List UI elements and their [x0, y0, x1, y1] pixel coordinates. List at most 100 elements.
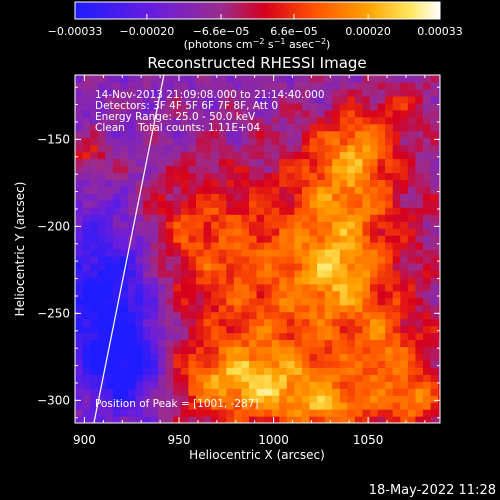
heatmap-cell [430, 269, 439, 278]
heatmap-cell [233, 242, 243, 250]
heatmap-cell [112, 374, 121, 382]
heatmap-cell [294, 123, 303, 132]
heatmap-cell [158, 75, 167, 83]
heatmap-cell [324, 81, 333, 90]
heatmap-cell [339, 381, 348, 389]
heatmap-cell [82, 102, 91, 111]
heatmap-cell [150, 346, 159, 354]
heatmap-cell [180, 346, 190, 354]
heatmap-cell [422, 95, 432, 104]
heatmap-cell [120, 297, 129, 306]
heatmap-cell [90, 151, 99, 160]
heatmap-cell [173, 102, 182, 111]
heatmap-cell [180, 283, 190, 292]
heatmap-cell [256, 228, 265, 236]
heatmap-cell [165, 388, 174, 396]
heatmap-cell [256, 109, 265, 118]
heatmap-cell [188, 276, 197, 285]
heatmap-cell [135, 242, 144, 250]
heatmap-cell [286, 144, 295, 153]
heatmap-cell [97, 179, 106, 187]
heatmap-cell [286, 353, 295, 361]
heatmap-cell [422, 283, 432, 292]
heatmap-cell [422, 381, 432, 389]
heatmap-cell [385, 297, 394, 306]
heatmap-cell [422, 332, 432, 341]
heatmap-cell [158, 214, 167, 222]
heatmap-cell [286, 297, 295, 306]
heatmap-cell [196, 179, 205, 187]
heatmap-cell [105, 200, 114, 208]
heatmap-cell [75, 144, 84, 153]
heatmap-cell [279, 242, 288, 250]
heatmap-cell [370, 242, 379, 250]
heatmap-cell [301, 214, 311, 222]
heatmap-cell [158, 395, 167, 403]
heatmap-cell [120, 388, 129, 396]
heatmap-cell [226, 214, 235, 222]
heatmap-cell [211, 395, 220, 403]
heatmap-cell [188, 318, 197, 327]
heatmap-cell [294, 95, 303, 104]
heatmap-cell [143, 318, 152, 327]
heatmap-cell [324, 221, 333, 229]
heatmap-cell [324, 179, 333, 187]
heatmap-cell [370, 290, 379, 299]
heatmap-cell [438, 207, 440, 215]
heatmap-cell [218, 242, 227, 250]
heatmap-cell [127, 297, 137, 306]
heatmap-cell [203, 262, 212, 271]
heatmap-cell [415, 311, 424, 320]
heatmap-cell [105, 172, 114, 180]
heatmap-cell [264, 109, 273, 118]
heatmap-cell [279, 172, 288, 180]
heatmap-cell [90, 179, 99, 187]
heatmap-cell [362, 200, 371, 208]
heatmap-cell [241, 381, 250, 389]
heatmap-cell [75, 283, 84, 292]
heatmap-cell [400, 116, 409, 125]
heatmap-cell [233, 304, 243, 313]
heatmap-cell [241, 367, 250, 375]
heatmap-cell [135, 297, 144, 306]
heatmap-cell [218, 381, 227, 389]
heatmap-cell [188, 374, 197, 382]
heatmap-cell [135, 283, 144, 292]
heatmap-cell [135, 269, 144, 278]
heatmap-cell [150, 283, 159, 292]
heatmap-cell [354, 207, 364, 215]
heatmap-cell [385, 388, 394, 396]
heatmap-cell [233, 262, 243, 271]
heatmap-cell [339, 242, 348, 250]
heatmap-cell [385, 221, 394, 229]
heatmap-cell [90, 262, 99, 271]
heatmap-cell [339, 416, 348, 423]
heatmap-cell [256, 235, 265, 243]
heatmap-cell [158, 228, 167, 236]
heatmap-cell [332, 214, 341, 222]
heatmap-cell [173, 193, 182, 201]
heatmap-cell [347, 318, 356, 327]
heatmap-cell [112, 269, 121, 278]
heatmap-cell [188, 297, 197, 306]
heatmap-cell [264, 332, 273, 341]
heatmap-cell [203, 318, 212, 327]
heatmap-cell [241, 242, 250, 250]
heatmap-cell [271, 304, 280, 313]
heatmap-cell [180, 416, 190, 423]
heatmap-cell [150, 311, 159, 320]
heatmap-cell [120, 255, 129, 264]
heatmap-cell [438, 137, 440, 146]
heatmap-cell [286, 200, 295, 208]
heatmap-cell [256, 276, 265, 285]
heatmap-cell [211, 151, 220, 160]
heatmap-cell [256, 249, 265, 257]
heatmap-cell [392, 151, 401, 160]
heatmap-cell [400, 186, 409, 194]
heatmap-cell [256, 123, 265, 132]
heatmap-cell [226, 395, 235, 403]
heatmap-cell [339, 311, 348, 320]
colorbar-tick-label: −0.00033 [48, 25, 103, 38]
heatmap-cell [301, 290, 311, 299]
heatmap-cell [370, 249, 379, 257]
